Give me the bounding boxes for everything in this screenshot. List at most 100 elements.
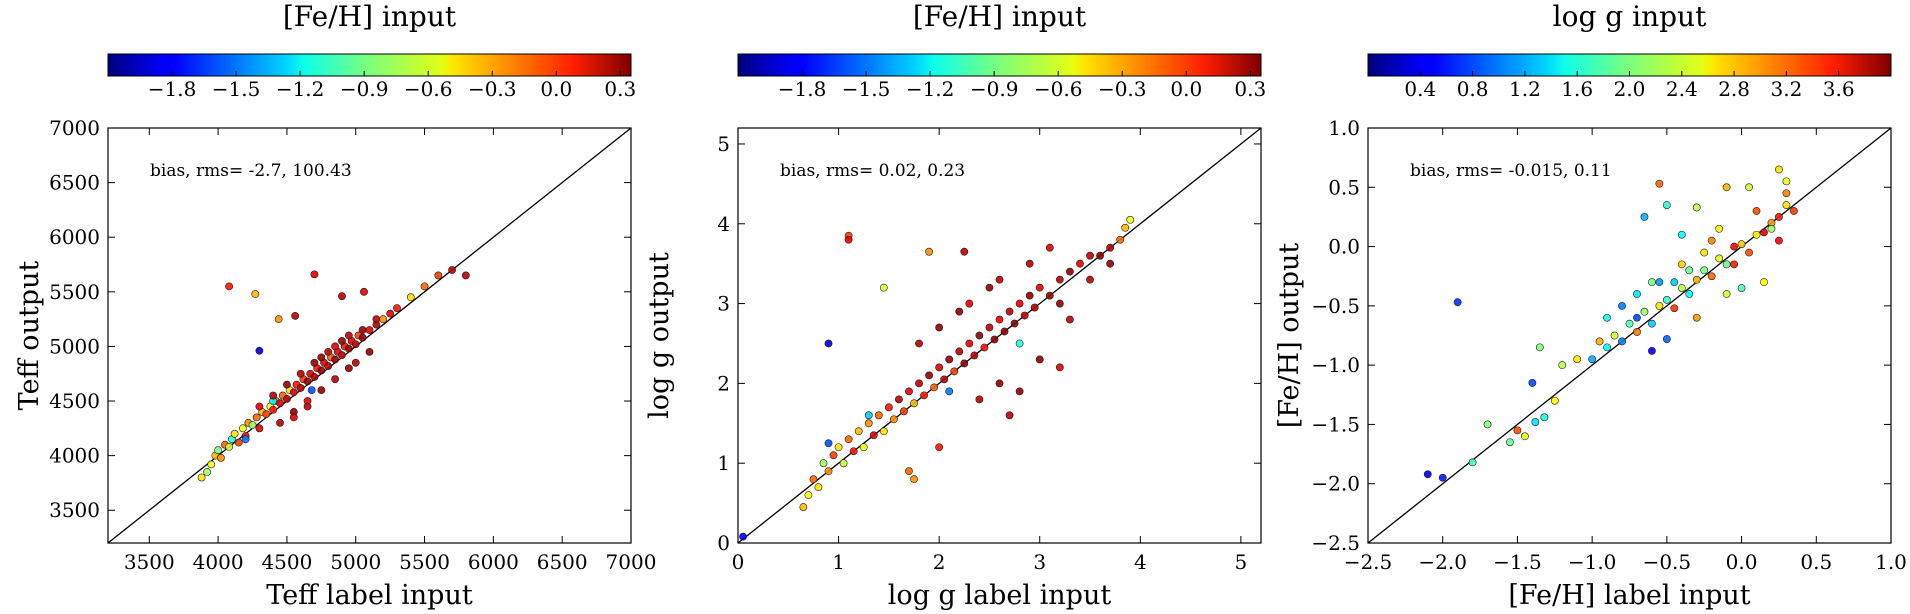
y-tick-label: 0.0 (1328, 235, 1360, 259)
axes-frame (107, 127, 632, 544)
data-point (905, 467, 913, 476)
data-point (1715, 254, 1724, 263)
data-point (276, 418, 284, 427)
data-point (859, 443, 868, 452)
data-point (344, 344, 353, 353)
panel-logg: [Fe/H] input −1.8 −1.5 −1.2 −0.9 −0.6 −0.3 0.0… (644, 0, 1266, 611)
data-point (1775, 236, 1783, 245)
data-point (915, 379, 923, 388)
data-point (1540, 413, 1549, 422)
data-point (1655, 278, 1664, 287)
data-point (1737, 284, 1746, 292)
x-tick-label: −0.5 (1643, 550, 1692, 574)
colorbar-tick-label: 0.3 (1234, 77, 1266, 101)
colorbar-title: [Fe/H] input (283, 0, 457, 33)
data-point (1045, 291, 1054, 300)
data-point (372, 315, 381, 324)
data-point (920, 391, 928, 400)
data-point (1700, 266, 1709, 275)
data-point (289, 388, 298, 397)
data-point (1730, 260, 1738, 269)
y-tick-label: 5000 (49, 334, 100, 358)
data-point (251, 290, 260, 298)
data-point (1752, 230, 1761, 239)
y-tick-label: 7000 (49, 116, 100, 140)
data-point (1055, 275, 1064, 284)
data-point (965, 339, 974, 348)
data-point (995, 275, 1004, 284)
data-point (824, 339, 833, 348)
x-tick-label: 1 (832, 550, 845, 574)
data-point (985, 283, 994, 292)
data-point (819, 459, 828, 468)
x-tick-label: 4 (1134, 550, 1147, 574)
data-point (874, 411, 883, 420)
data-point (864, 411, 873, 420)
data-point (291, 311, 300, 320)
data-point (1782, 201, 1791, 209)
data-point (1715, 224, 1724, 233)
data-point (814, 483, 823, 492)
data-point (1506, 438, 1514, 447)
data-point (1633, 290, 1641, 298)
data-point (799, 503, 808, 511)
data-point (945, 387, 954, 396)
data-point (1096, 251, 1104, 260)
data-point (985, 323, 994, 332)
data-point (1005, 411, 1014, 420)
data-point (1648, 319, 1656, 328)
data-point (970, 351, 979, 360)
data-point (1782, 177, 1791, 186)
colorbar-tick-label: −0.3 (1098, 77, 1147, 101)
data-point (1020, 311, 1029, 320)
data-point (283, 380, 291, 389)
bias-rms-annotation: bias, rms= -0.015, 0.11 (1410, 161, 1612, 181)
data-point (1775, 213, 1783, 221)
data-point (995, 315, 1004, 324)
y-tick-label: 0.5 (1328, 175, 1360, 199)
data-point (1760, 278, 1768, 287)
data-point (1468, 458, 1477, 467)
data-point (434, 271, 443, 280)
colorbar-tick-label: −0.6 (1034, 77, 1083, 101)
data-point (1106, 243, 1115, 252)
data-point (829, 451, 838, 460)
colorbar-gradient (107, 53, 632, 77)
colorbar-tick-label: 0.0 (540, 77, 572, 101)
colorbar: 0.4 0.8 1.2 1.6 2.0 2.4 2.8 3.2 3.6 (1367, 53, 1892, 101)
x-tick-label: 7000 (606, 550, 657, 574)
data-point (1730, 242, 1738, 251)
data-point (1025, 291, 1034, 300)
data-point (1760, 228, 1768, 237)
data-point (274, 315, 283, 324)
data-point (864, 419, 873, 428)
data-point (1767, 224, 1776, 233)
data-point (940, 375, 949, 384)
colorbar-tick-label: 1.2 (1509, 77, 1541, 101)
data-point (945, 355, 954, 364)
data-point (1662, 335, 1671, 343)
data-point (1035, 355, 1044, 364)
data-point (360, 287, 368, 296)
x-tick-label: −2.5 (1344, 550, 1393, 574)
x-tick-label: −1.5 (1493, 550, 1542, 574)
data-point (338, 351, 346, 360)
data-point (1670, 278, 1679, 287)
colorbar-tick-label: −1.5 (212, 77, 261, 101)
data-point (1066, 267, 1074, 276)
y-tick-label: 6500 (49, 171, 100, 195)
data-point (331, 355, 339, 364)
data-point (1722, 183, 1731, 192)
y-tick-label: 3500 (49, 498, 100, 522)
data-point (955, 307, 964, 316)
x-axis-label: log g label input (888, 580, 1112, 611)
data-point (1625, 319, 1634, 328)
y-axis-label: log g output (644, 252, 675, 419)
data-point (1648, 347, 1656, 355)
data-point (955, 347, 964, 356)
y-tick-label: 1 (717, 451, 730, 475)
data-point (1595, 337, 1604, 346)
panel-teff: [Fe/H] input −1.8 −1.5 −1.2 −0.9 −0.6 −0.3 0.0… (14, 0, 656, 611)
x-tick-label: 2 (933, 550, 946, 574)
data-point (214, 446, 223, 455)
